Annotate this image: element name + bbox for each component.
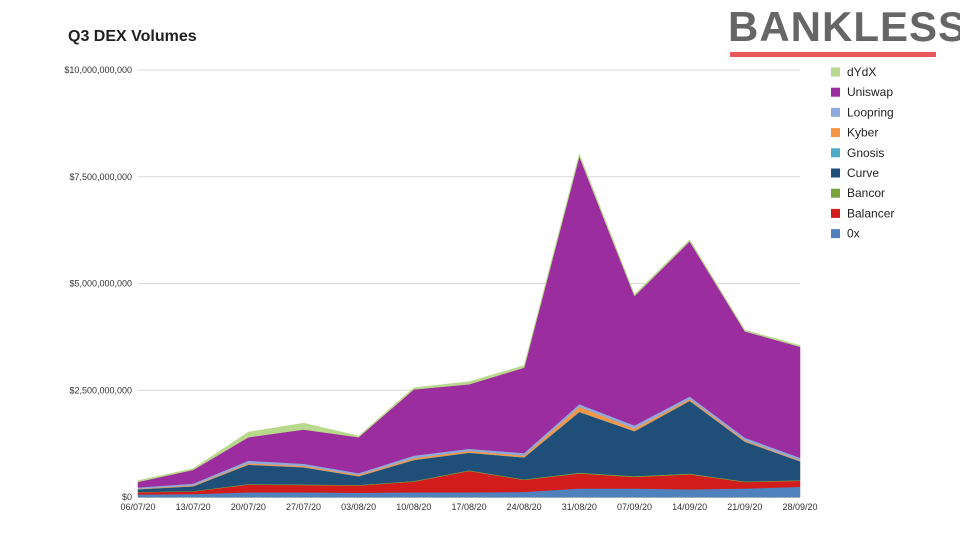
- legend-swatch: [831, 87, 840, 97]
- x-tick-label: 06/07/20: [120, 502, 155, 512]
- legend-label: Kyber: [847, 126, 878, 140]
- area-series: [137, 153, 801, 498]
- x-tick-label: 24/08/20: [507, 502, 542, 512]
- chart-title: Q3 DEX Volumes: [68, 28, 197, 45]
- legend-swatch: [831, 107, 840, 117]
- y-axis: $0 $2,500,000,000 $5,000,000,000 $7,500,000…: [64, 65, 132, 502]
- brand-underline: [730, 52, 936, 57]
- legend-item-balancer: Balancer: [831, 206, 894, 220]
- legend-item-loopring: Loopring: [831, 105, 894, 119]
- y-tick-label: $7,500,000,000: [69, 172, 132, 182]
- y-tick-label: $5,000,000,000: [69, 279, 132, 289]
- legend-label: 0x: [847, 227, 860, 241]
- x-tick-label: 20/07/20: [231, 502, 266, 512]
- legend-swatch: [831, 229, 840, 239]
- legend-swatch: [831, 208, 840, 218]
- area-dydx: [137, 153, 801, 483]
- y-tick-label: $10,000,000,000: [64, 65, 132, 75]
- x-axis: 06/07/20 13/07/20 20/07/20 27/07/20 03/08/20…: [120, 502, 817, 512]
- legend-label: Uniswap: [847, 85, 893, 99]
- legend-swatch: [831, 128, 840, 138]
- legend-swatch: [831, 67, 840, 77]
- legend-label: Bancor: [847, 186, 885, 200]
- legend-item-curve: Curve: [831, 166, 879, 180]
- legend-label: Gnosis: [847, 146, 884, 160]
- y-tick-label: $0: [122, 492, 132, 502]
- x-tick-label: 21/09/20: [727, 502, 762, 512]
- legend-item-bancor: Bancor: [831, 186, 885, 200]
- brand-logo: BANKLESS: [728, 3, 960, 57]
- legend-item-dydx: dYdX: [831, 65, 876, 79]
- x-tick-label: 28/09/20: [782, 502, 817, 512]
- x-tick-label: 03/08/20: [341, 502, 376, 512]
- x-tick-label: 17/08/20: [451, 502, 486, 512]
- legend-swatch: [831, 188, 840, 198]
- legend-item-gnosis: Gnosis: [831, 146, 884, 160]
- legend-item-kyber: Kyber: [831, 126, 878, 140]
- legend-item-uniswap: Uniswap: [831, 85, 893, 99]
- legend-label: dYdX: [847, 65, 876, 79]
- legend: dYdX Uniswap Loopring Kyber Gnosis Curve Banco…: [831, 65, 894, 241]
- legend-label: Loopring: [847, 105, 894, 119]
- legend-label: Curve: [847, 166, 879, 180]
- brand-wordmark: BANKLESS: [728, 3, 960, 50]
- x-tick-label: 07/09/20: [617, 502, 652, 512]
- x-tick-label: 27/07/20: [286, 502, 321, 512]
- x-tick-label: 13/07/20: [176, 502, 211, 512]
- x-tick-label: 10/08/20: [396, 502, 431, 512]
- legend-swatch: [831, 148, 840, 158]
- legend-label: Balancer: [847, 206, 894, 220]
- y-tick-label: $2,500,000,000: [69, 385, 132, 395]
- x-tick-label: 14/09/20: [672, 502, 707, 512]
- x-tick-label: 31/08/20: [562, 502, 597, 512]
- legend-swatch: [831, 168, 840, 178]
- legend-item-0x: 0x: [831, 227, 860, 241]
